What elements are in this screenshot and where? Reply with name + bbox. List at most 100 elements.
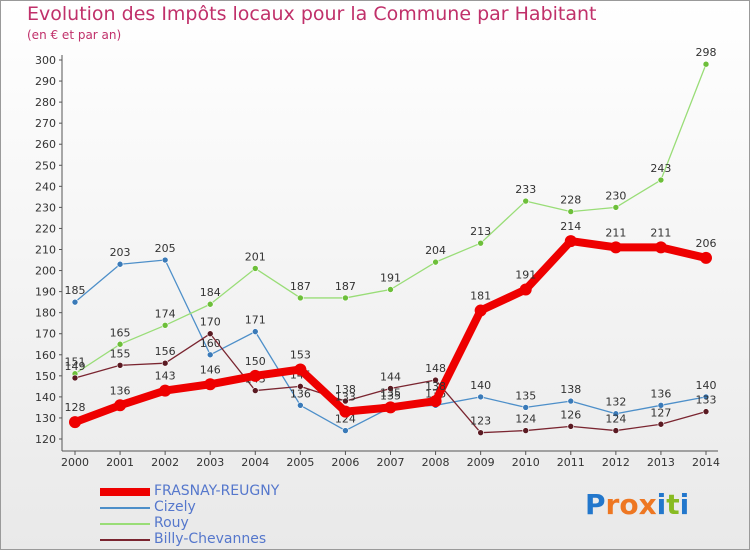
data-label: 135 bbox=[515, 389, 536, 402]
y-tick-label: 150 bbox=[35, 370, 56, 383]
data-label: 132 bbox=[605, 396, 626, 409]
data-point bbox=[387, 286, 394, 293]
data-label: 124 bbox=[515, 413, 536, 426]
y-tick-label: 190 bbox=[35, 286, 56, 299]
data-label: 151 bbox=[65, 356, 86, 369]
x-tick-label: 2007 bbox=[377, 456, 405, 469]
proxiti-logo: Proxiti bbox=[585, 488, 690, 521]
data-point bbox=[69, 416, 81, 429]
data-point bbox=[206, 330, 214, 338]
data-point bbox=[702, 393, 710, 401]
data-label: 230 bbox=[605, 189, 626, 202]
data-label: 133 bbox=[696, 394, 717, 407]
x-tick-label: 2009 bbox=[467, 456, 495, 469]
data-point bbox=[522, 197, 530, 205]
data-point bbox=[161, 359, 169, 367]
legend-label: Cizely bbox=[154, 499, 196, 515]
data-label: 124 bbox=[335, 413, 356, 426]
y-tick-label: 120 bbox=[35, 433, 56, 446]
data-label: 148 bbox=[425, 362, 446, 375]
data-point bbox=[71, 298, 79, 306]
y-tick-label: 280 bbox=[35, 96, 56, 109]
data-label: 203 bbox=[110, 246, 131, 259]
data-label: 135 bbox=[380, 389, 401, 402]
legend-swatch bbox=[100, 488, 150, 496]
data-point bbox=[297, 402, 304, 409]
data-point bbox=[567, 423, 575, 430]
data-point bbox=[612, 204, 620, 211]
data-point bbox=[159, 384, 172, 397]
data-point bbox=[251, 265, 259, 272]
data-label: 185 bbox=[65, 284, 86, 297]
data-label: 170 bbox=[200, 316, 221, 329]
data-label: 136 bbox=[650, 387, 671, 400]
data-point bbox=[161, 321, 169, 329]
data-point bbox=[339, 405, 352, 418]
y-tick-label: 230 bbox=[35, 201, 56, 214]
data-point bbox=[249, 369, 262, 382]
x-tick-label: 2012 bbox=[602, 456, 630, 469]
x-tick-label: 2006 bbox=[331, 456, 359, 469]
data-point bbox=[654, 241, 667, 254]
data-label: 187 bbox=[290, 280, 311, 293]
data-point bbox=[161, 256, 169, 264]
data-label: 171 bbox=[245, 314, 266, 327]
data-label: 144 bbox=[380, 370, 401, 383]
x-tick-label: 2010 bbox=[512, 456, 540, 469]
data-label: 214 bbox=[560, 220, 581, 233]
data-label: 228 bbox=[560, 194, 581, 207]
data-label: 124 bbox=[605, 413, 626, 426]
data-label: 184 bbox=[200, 286, 221, 299]
data-label: 205 bbox=[155, 242, 176, 255]
series-line-rouy bbox=[74, 63, 707, 375]
legend-label: Rouy bbox=[154, 515, 189, 531]
data-point bbox=[384, 401, 397, 414]
data-point bbox=[477, 429, 484, 436]
legend-label: FRASNAY-REUGNY bbox=[154, 483, 280, 499]
data-point bbox=[564, 235, 577, 248]
data-label: 127 bbox=[650, 406, 671, 419]
data-label: 140 bbox=[696, 379, 717, 392]
data-label: 204 bbox=[425, 244, 446, 257]
y-tick-label: 260 bbox=[35, 138, 56, 151]
y-tick-label: 210 bbox=[35, 244, 56, 257]
data-point bbox=[702, 60, 710, 68]
data-point bbox=[251, 387, 259, 394]
data-point bbox=[477, 393, 484, 401]
data-point bbox=[429, 395, 442, 408]
data-label: 126 bbox=[560, 408, 581, 421]
data-point bbox=[387, 385, 394, 392]
y-tick-label: 240 bbox=[35, 180, 56, 193]
data-label: 233 bbox=[515, 183, 536, 196]
legend-swatch bbox=[100, 539, 150, 541]
y-tick-label: 200 bbox=[35, 265, 56, 278]
data-label: 136 bbox=[290, 387, 311, 400]
y-tick-label: 170 bbox=[35, 328, 56, 341]
data-label: 174 bbox=[155, 307, 176, 320]
data-label: 138 bbox=[335, 383, 356, 396]
data-point bbox=[567, 397, 575, 405]
data-label: 187 bbox=[335, 280, 356, 293]
chart-title: Evolution des Impôts locaux pour la Comm… bbox=[27, 3, 597, 25]
y-tick-label: 160 bbox=[35, 349, 56, 362]
y-tick-label: 300 bbox=[35, 54, 56, 67]
data-label: 138 bbox=[560, 383, 581, 396]
data-point bbox=[432, 258, 439, 266]
data-label: 201 bbox=[245, 250, 266, 263]
data-label: 149 bbox=[65, 360, 86, 373]
data-point bbox=[612, 410, 620, 418]
data-point bbox=[342, 427, 349, 434]
x-tick-label: 2000 bbox=[61, 456, 89, 469]
x-tick-label: 2013 bbox=[647, 456, 675, 469]
data-label: 153 bbox=[290, 349, 311, 362]
x-tick-label: 2014 bbox=[692, 456, 720, 469]
data-label: 155 bbox=[110, 347, 131, 360]
legend-label: Billy-Chevannes bbox=[154, 531, 267, 547]
data-label: 123 bbox=[470, 415, 491, 428]
data-point bbox=[342, 397, 349, 405]
y-tick-label: 270 bbox=[35, 117, 56, 130]
data-label: 128 bbox=[65, 401, 86, 414]
y-tick-label: 140 bbox=[35, 391, 56, 404]
